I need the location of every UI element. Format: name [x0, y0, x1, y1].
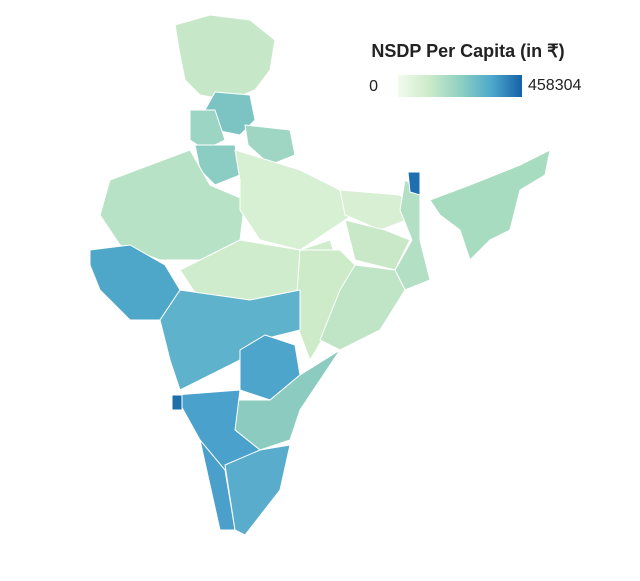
states	[89, 14, 551, 536]
state	[224, 444, 291, 536]
state	[319, 264, 406, 351]
state	[344, 219, 411, 271]
state	[171, 394, 183, 411]
legend-title: NSDP Per Capita (in ₹)	[371, 41, 564, 61]
state	[234, 149, 361, 251]
state	[174, 14, 276, 101]
legend-max: 458304	[528, 77, 581, 94]
state	[159, 289, 301, 391]
state	[339, 189, 421, 231]
state	[244, 124, 296, 166]
state	[429, 149, 551, 261]
state	[407, 171, 421, 196]
legend-min: 0	[369, 78, 378, 95]
legend-colorbar	[398, 75, 522, 97]
